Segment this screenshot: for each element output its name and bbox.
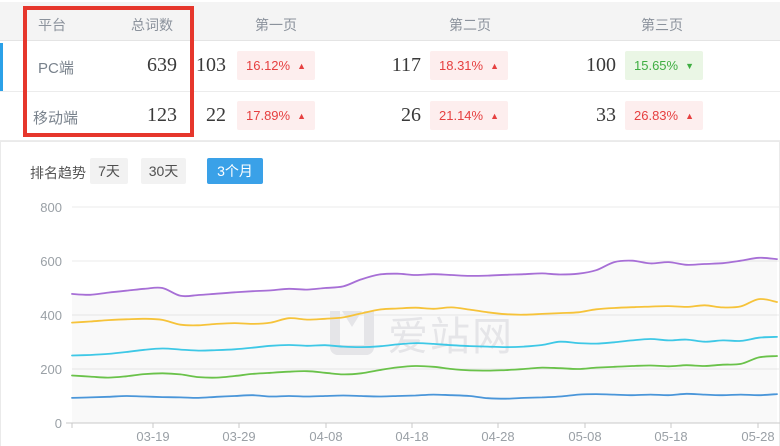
page3-change-badge: 15.65% ▼ [625, 51, 704, 80]
page3-count: 33 [596, 104, 616, 126]
watermark: 爱站网 [330, 304, 514, 362]
y-axis-label: 600 [40, 254, 62, 269]
tab-30-days[interactable]: 30天 [141, 158, 186, 184]
col-header-total: 总词数 [131, 17, 173, 33]
total-words-value: 123 [147, 104, 177, 126]
col-header-page3: 第三页 [641, 17, 683, 33]
page2-count: 117 [391, 54, 421, 76]
x-axis-label: 05-08 [568, 429, 602, 444]
page2-count: 26 [401, 104, 421, 126]
platform-label: PC端 [38, 60, 74, 77]
trend-arrow-icon: ▲ [490, 111, 500, 121]
aizhan-logo-icon [330, 311, 374, 355]
tab-7-days[interactable]: 7天 [90, 158, 128, 184]
col-header-page2: 第二页 [449, 17, 491, 33]
page3-change-badge: 26.83% ▲ [625, 101, 704, 130]
trend-section-title: 排名趋势 [30, 165, 86, 181]
page2-change-badge: 18.31% ▲ [430, 51, 509, 80]
y-axis-label: 400 [40, 308, 62, 323]
col-header-platform: 平台 [38, 17, 66, 33]
watermark-text: 爱站网 [388, 315, 514, 359]
trend-arrow-icon: ▲ [490, 61, 500, 71]
platform-label: 移动端 [33, 110, 79, 127]
page1-change-badge: 17.89% ▲ [237, 101, 316, 130]
trend-arrow-icon: ▲ [297, 111, 307, 121]
row-divider [0, 91, 780, 92]
tab-3-months[interactable]: 3个月 [207, 158, 263, 184]
x-axis-label: 04-18 [395, 429, 429, 444]
x-axis-label: 05-28 [741, 429, 775, 444]
page1-count: 103 [196, 54, 226, 76]
row-divider [0, 140, 780, 141]
trend-panel [0, 141, 780, 446]
x-axis-label: 04-08 [309, 429, 343, 444]
x-axis-label: 03-19 [136, 429, 170, 444]
highlight-box [23, 6, 194, 137]
y-axis-label: 0 [54, 416, 62, 431]
page1-change-badge: 16.12% ▲ [237, 51, 316, 80]
x-axis-label: 04-28 [481, 429, 515, 444]
page3-count: 100 [586, 54, 616, 76]
trend-arrow-icon: ▲ [685, 111, 695, 121]
total-words-value: 639 [147, 54, 177, 76]
x-axis-label: 03-29 [222, 429, 256, 444]
trend-arrow-icon: ▼ [685, 61, 695, 71]
y-axis-label: 800 [40, 200, 62, 215]
page1-count: 22 [206, 104, 226, 126]
col-header-page1: 第一页 [255, 17, 297, 33]
y-axis-label: 200 [40, 362, 62, 377]
x-axis-label: 05-18 [654, 429, 688, 444]
page2-change-badge: 21.14% ▲ [430, 101, 509, 130]
trend-arrow-icon: ▲ [297, 61, 307, 71]
active-row-indicator [0, 43, 3, 91]
